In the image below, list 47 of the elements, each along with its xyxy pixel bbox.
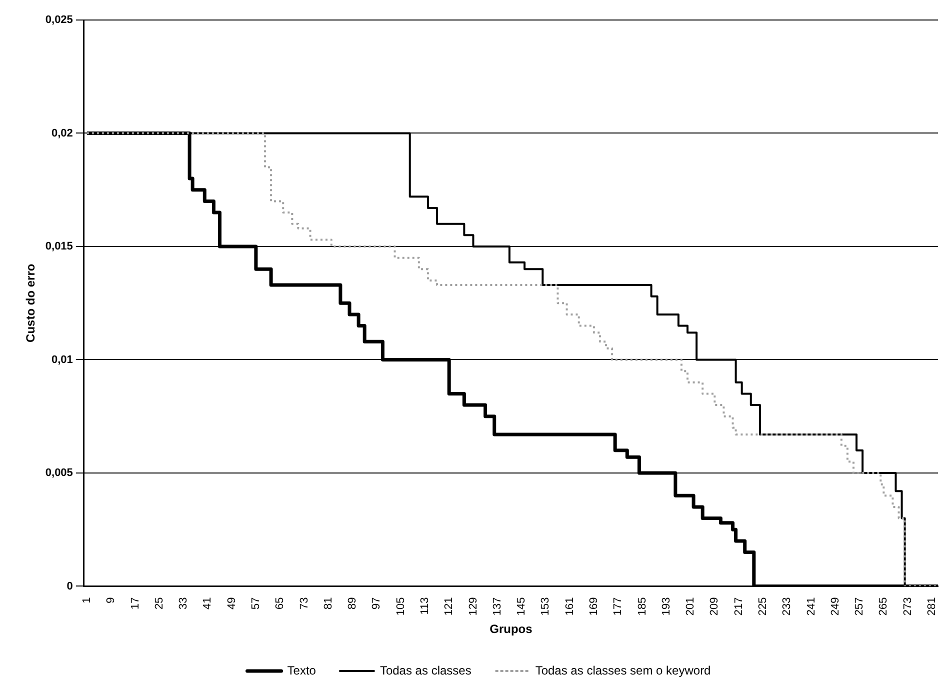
- x-tick-label: 89: [346, 597, 359, 610]
- y-axis-title: Custo do erro: [24, 264, 38, 342]
- x-tick-label: 233: [781, 597, 794, 616]
- y-tick-label: 0: [66, 580, 73, 592]
- x-tick-label: 65: [274, 597, 286, 610]
- x-tick-label: 25: [153, 597, 166, 610]
- legend-label: Texto: [287, 663, 316, 678]
- x-tick-label: 1: [80, 597, 93, 604]
- x-tick-label: 49: [226, 597, 238, 610]
- x-tick-label: 113: [418, 597, 431, 615]
- x-tick-label: 129: [467, 597, 480, 616]
- x-tick-label: 265: [878, 597, 890, 616]
- x-tick-label: 17: [129, 597, 142, 610]
- legend-label: Todas as classes: [380, 663, 472, 678]
- x-tick-label: 281: [926, 597, 938, 616]
- y-tick-label: 0,025: [45, 14, 73, 26]
- x-tick-label: 225: [756, 597, 769, 616]
- x-axis-title: Grupos: [490, 622, 533, 636]
- x-tick-label: 9: [105, 597, 118, 604]
- y-tick-label: 0,015: [45, 240, 73, 253]
- x-tick-label: 177: [612, 597, 624, 616]
- x-tick-label: 193: [660, 597, 672, 616]
- x-tick-label: 81: [322, 597, 334, 610]
- x-tick-label: 41: [202, 597, 214, 610]
- x-tick-label: 145: [516, 597, 528, 616]
- x-tick-label: 201: [684, 597, 697, 616]
- y-tick-label: 0,02: [52, 127, 73, 140]
- y-tick-label: 0,01: [52, 354, 73, 366]
- x-tick-label: 273: [902, 597, 914, 616]
- x-tick-label: 153: [540, 597, 552, 616]
- x-tick-label: 257: [854, 597, 866, 616]
- x-tick-label: 137: [491, 597, 504, 616]
- y-tick-label: 0,005: [45, 467, 73, 480]
- x-tick-label: 161: [564, 597, 576, 616]
- x-tick-label: 105: [394, 597, 407, 616]
- x-tick-label: 209: [708, 597, 721, 616]
- x-tick-label: 185: [636, 597, 648, 616]
- x-tick-label: 33: [178, 597, 190, 610]
- x-tick-label: 249: [829, 597, 842, 616]
- x-tick-label: 217: [732, 597, 745, 616]
- x-tick-label: 169: [588, 597, 600, 616]
- x-tick-label: 57: [250, 597, 262, 610]
- x-tick-label: 97: [370, 597, 383, 610]
- legend-label: Todas as classes sem o keyword: [535, 663, 711, 678]
- x-tick-label: 73: [298, 597, 310, 610]
- x-tick-label: 121: [443, 597, 456, 616]
- x-tick-label: 241: [805, 597, 818, 616]
